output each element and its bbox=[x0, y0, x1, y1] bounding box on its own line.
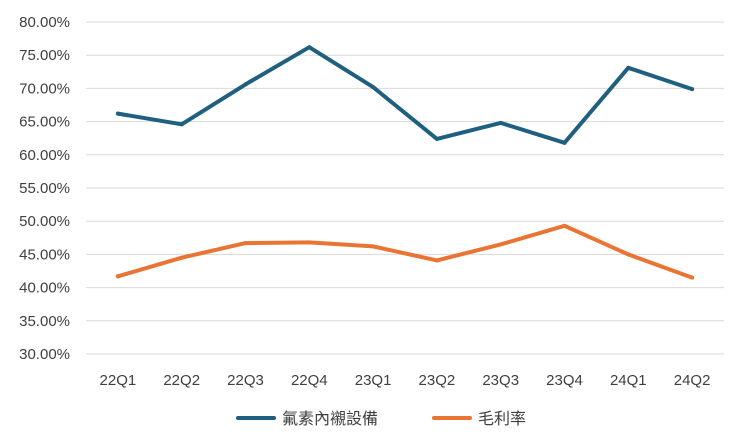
y-tick-label: 40.00% bbox=[19, 280, 70, 297]
y-axis-ticks: 30.00% 35.00% 40.00% 45.00% 50.00% 55.00% 60.0… bbox=[19, 14, 70, 363]
data-point bbox=[307, 240, 312, 245]
data-point bbox=[498, 120, 503, 125]
data-point bbox=[626, 252, 631, 257]
data-point bbox=[371, 244, 376, 249]
data-point bbox=[434, 136, 439, 141]
x-tick-label: 23Q2 bbox=[419, 372, 456, 389]
legend-label: 氟素內襯設備 bbox=[282, 410, 378, 428]
data-point bbox=[690, 87, 695, 92]
data-point bbox=[562, 223, 567, 228]
x-tick-label: 23Q1 bbox=[355, 372, 392, 389]
legend: 氟素內襯設備 毛利率 bbox=[236, 410, 526, 428]
x-tick-label: 24Q1 bbox=[610, 372, 647, 389]
x-tick-label: 23Q3 bbox=[482, 372, 519, 389]
data-point bbox=[371, 85, 376, 90]
data-point bbox=[115, 111, 120, 116]
y-tick-label: 70.00% bbox=[19, 80, 70, 97]
x-tick-label: 24Q2 bbox=[674, 372, 711, 389]
x-axis-ticks: 22Q1 22Q2 22Q3 22Q4 23Q1 23Q2 23Q3 23Q4 24Q1 24Q2 bbox=[100, 372, 711, 389]
data-point bbox=[498, 242, 503, 247]
y-tick-label: 80.00% bbox=[19, 14, 70, 31]
data-point bbox=[243, 82, 248, 87]
y-tick-label: 55.00% bbox=[19, 180, 70, 197]
series-line-0 bbox=[115, 45, 695, 145]
y-tick-label: 65.00% bbox=[19, 114, 70, 131]
x-tick-label: 23Q4 bbox=[546, 372, 583, 389]
data-point bbox=[690, 275, 695, 280]
x-tick-label: 22Q1 bbox=[100, 372, 137, 389]
y-tick-label: 45.00% bbox=[19, 246, 70, 263]
x-tick-label: 22Q2 bbox=[163, 372, 200, 389]
data-point bbox=[434, 258, 439, 263]
data-point bbox=[115, 274, 120, 279]
x-tick-label: 22Q3 bbox=[227, 372, 264, 389]
x-tick-label: 22Q4 bbox=[291, 372, 328, 389]
data-point bbox=[243, 241, 248, 246]
y-tick-label: 30.00% bbox=[19, 346, 70, 363]
series-line-1 bbox=[115, 223, 695, 280]
legend-label: 毛利率 bbox=[478, 410, 526, 428]
series-lines bbox=[115, 45, 695, 280]
data-point bbox=[626, 65, 631, 70]
y-tick-label: 75.00% bbox=[19, 47, 70, 64]
data-point bbox=[179, 255, 184, 260]
y-tick-label: 60.00% bbox=[19, 147, 70, 164]
data-point bbox=[179, 122, 184, 127]
gridlines bbox=[86, 21, 724, 355]
y-tick-label: 50.00% bbox=[19, 213, 70, 230]
data-point bbox=[562, 140, 567, 145]
y-tick-label: 35.00% bbox=[19, 313, 70, 330]
data-point bbox=[307, 45, 312, 50]
